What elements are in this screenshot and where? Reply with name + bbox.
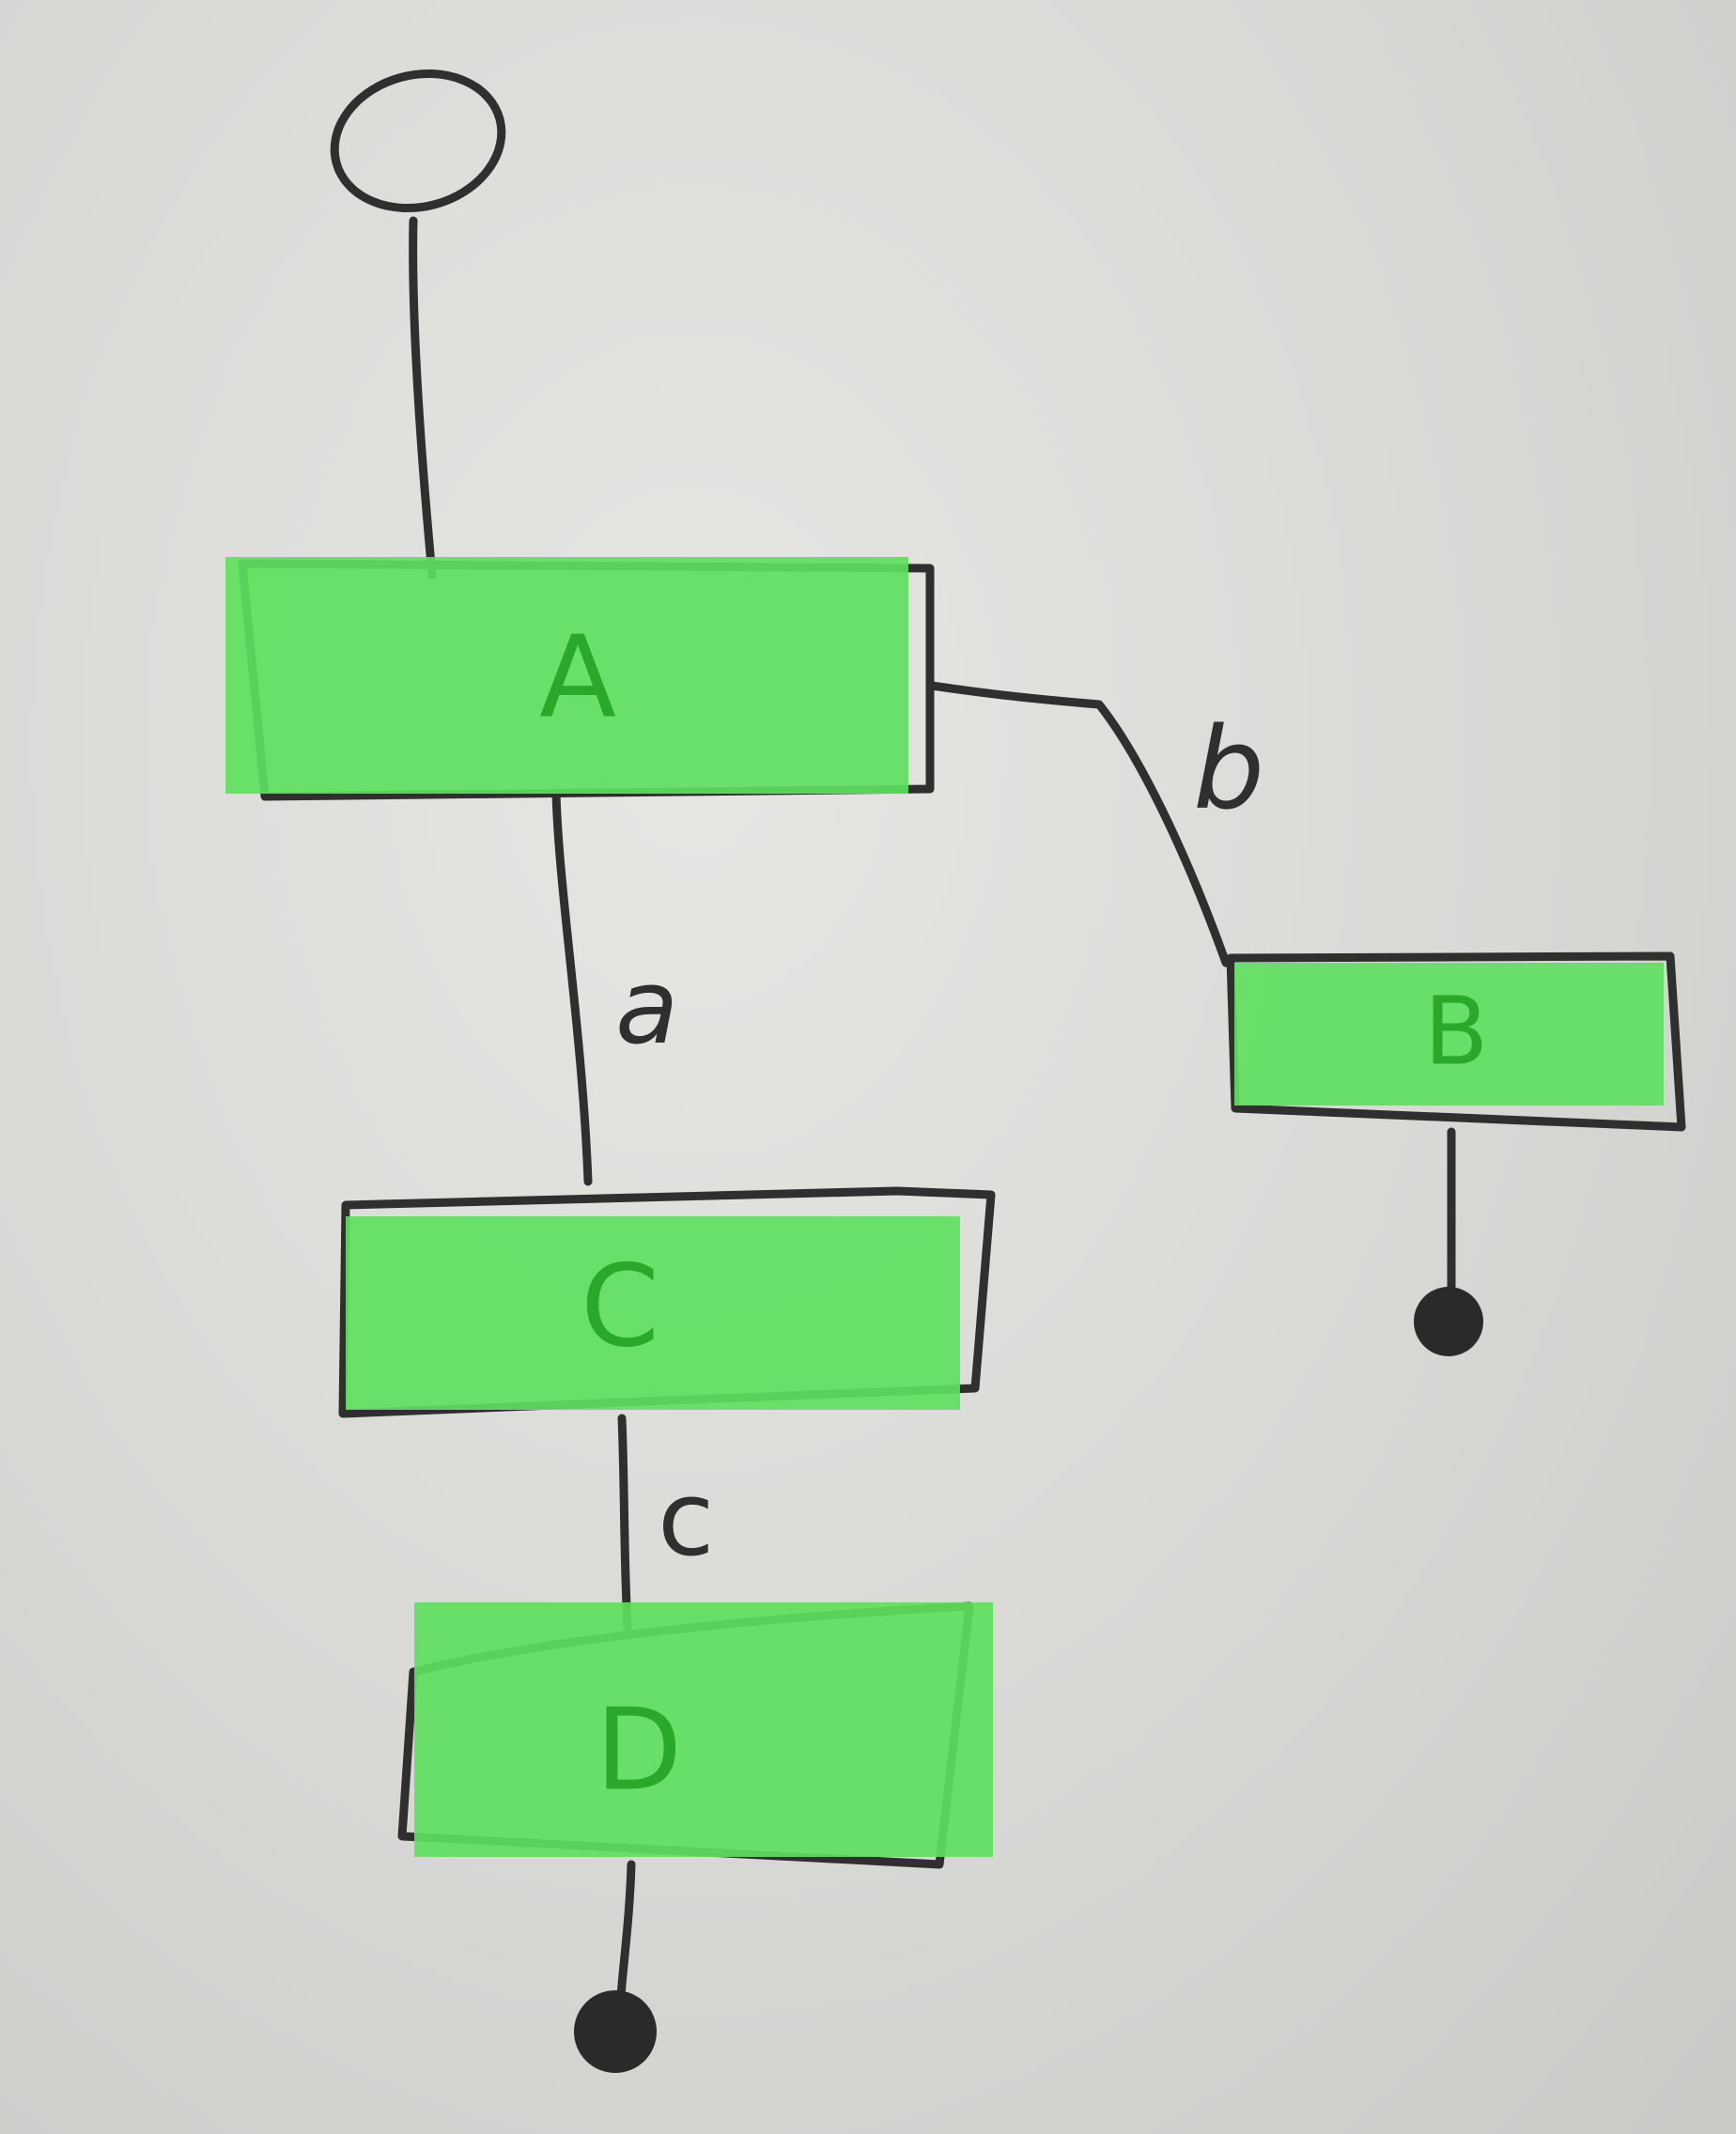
node-b-label: B	[1424, 976, 1489, 1086]
start-node	[330, 69, 506, 213]
edge-d-to-end	[615, 1860, 636, 2015]
node-d[interactable]: D	[397, 1601, 993, 1869]
node-a[interactable]: A	[225, 557, 935, 801]
edge-c-to-d	[617, 1414, 632, 1631]
edge-a-to-b	[927, 681, 1231, 967]
node-a-label: A	[539, 613, 616, 744]
node-b[interactable]: B	[1226, 951, 1686, 1132]
edge-labels: a b c	[615, 704, 1264, 1579]
node-d-label: D	[596, 1686, 682, 1817]
edge-label-b: b	[1193, 704, 1264, 835]
edge-start-to-a	[409, 216, 437, 580]
edge-label-c: c	[658, 1459, 714, 1579]
end-nodes	[574, 1287, 1483, 2073]
end-node-d	[574, 1990, 657, 2073]
end-node-b	[1414, 1287, 1483, 1356]
node-c[interactable]: C	[338, 1186, 996, 1418]
connectors	[409, 216, 1456, 2015]
edge-label-a: a	[615, 947, 678, 1067]
edge-a-to-c	[551, 789, 593, 1186]
node-c-label: C	[581, 1243, 659, 1373]
